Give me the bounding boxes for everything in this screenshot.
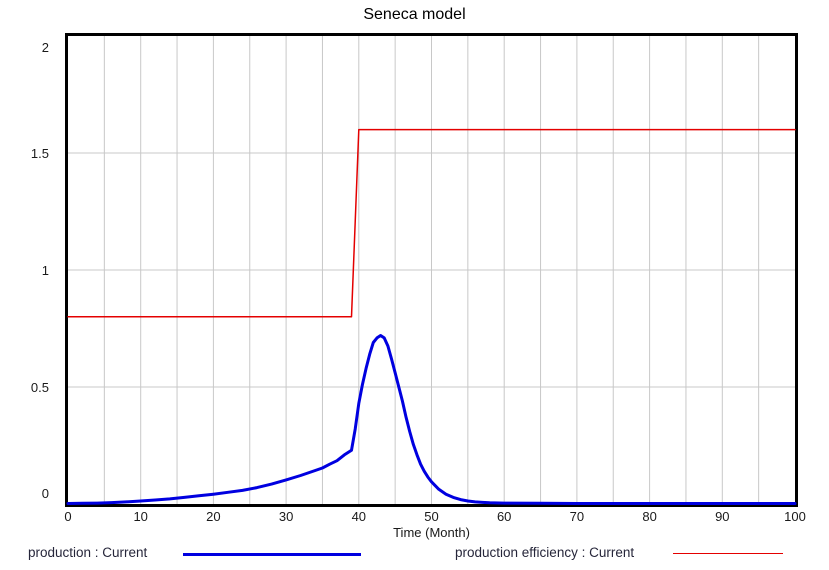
y-tick-label: 2 <box>41 40 49 55</box>
production-line <box>66 334 797 505</box>
plot-svg <box>66 36 797 505</box>
x-axis-ticks: 0 10 20 30 40 50 60 70 80 90 100 <box>64 509 805 525</box>
legend-label-production: production : Current <box>28 545 148 560</box>
y-tick-label: 0 <box>41 486 49 501</box>
x-tick-label: 20 <box>206 509 221 524</box>
y-tick-label: 1 <box>41 263 49 278</box>
x-tick-label: 80 <box>642 509 657 524</box>
x-tick-label: 100 <box>784 509 806 524</box>
production-efficiency-line <box>67 128 796 318</box>
x-tick-label: 50 <box>424 509 439 524</box>
chart-title: Seneca model <box>363 6 466 23</box>
legend-swatch-efficiency <box>673 553 783 554</box>
x-tick-label: 70 <box>569 509 585 524</box>
x-axis-title: Time (Month) <box>393 525 470 540</box>
x-tick-label: 40 <box>351 509 367 524</box>
legend-swatch-production <box>183 553 361 556</box>
x-tick-label: 90 <box>715 509 730 524</box>
x-tick-label: 30 <box>278 509 294 524</box>
legend-label-efficiency: production efficiency : Current <box>455 545 635 560</box>
y-axis-ticks: 2 1.5 1 0.5 0 <box>0 36 57 504</box>
x-tick-label: 0 <box>64 509 72 524</box>
plot-area <box>65 33 798 507</box>
x-tick-label: 10 <box>133 509 148 524</box>
x-tick-label: 60 <box>496 509 512 524</box>
y-tick-label: 0.5 <box>30 380 49 395</box>
y-tick-label: 1.5 <box>30 146 49 161</box>
legend: production : Current production efficien… <box>0 543 829 565</box>
